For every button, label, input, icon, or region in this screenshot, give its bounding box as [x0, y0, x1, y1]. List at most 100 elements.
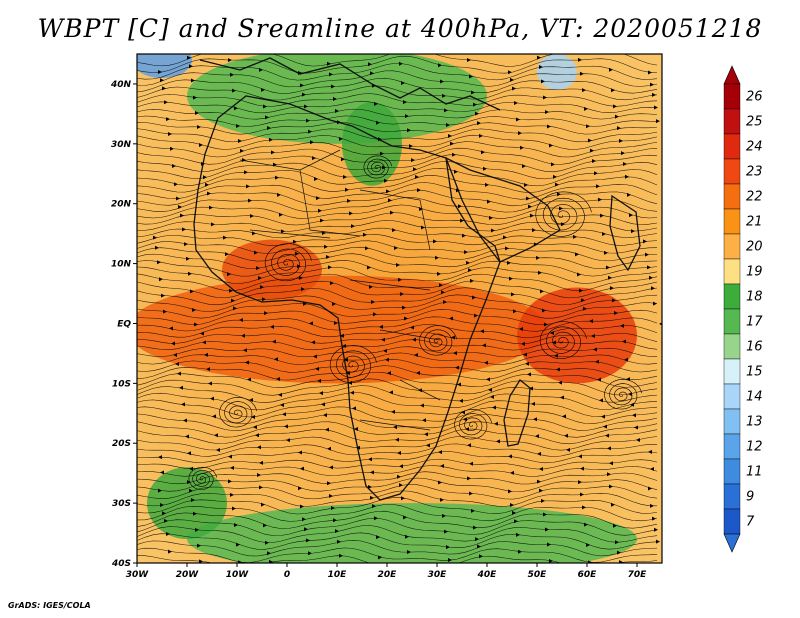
streamline-arrow: [521, 341, 525, 346]
streamline-arrow: [534, 242, 538, 247]
streamline-arrow: [410, 325, 414, 330]
streamline-arrow: [577, 272, 581, 277]
streamline-arrow: [298, 70, 302, 75]
streamline-arrow: [331, 506, 335, 511]
streamline-arrow: [508, 489, 512, 494]
streamline-arrow: [335, 529, 339, 534]
streamline-arrow: [168, 131, 172, 136]
streamline-arrow: [368, 485, 372, 490]
streamline-arrow: [199, 143, 203, 148]
streamline-arrow: [155, 245, 159, 250]
streamline-arrow: [211, 222, 215, 227]
streamline-arrow: [351, 224, 355, 229]
streamline-arrow: [160, 78, 164, 83]
streamline-arrow: [374, 101, 378, 106]
streamline-arrow: [388, 198, 392, 203]
streamline-arrow: [403, 515, 407, 520]
streamline-arrow: [607, 472, 611, 477]
streamline-arrow: [369, 284, 373, 289]
streamline-arrow: [512, 86, 516, 91]
streamline-arrow: [392, 228, 396, 233]
streamline-arrow: [609, 461, 613, 466]
streamline-arrow: [455, 365, 459, 370]
circulation-centers: [188, 155, 642, 490]
streamline: [137, 134, 658, 150]
streamline-arrow: [264, 311, 268, 316]
streamline-arrow: [539, 467, 543, 472]
streamline-arrow: [327, 446, 331, 451]
streamline-arrow: [189, 64, 193, 69]
colorbar-swatch: [723, 333, 741, 360]
streamline-arrow: [298, 486, 302, 491]
colorbar-swatch: [723, 233, 741, 260]
streamline: [137, 189, 658, 207]
streamline-arrow: [547, 542, 551, 547]
streamline-arrow: [613, 523, 617, 528]
streamline-arrow: [617, 550, 621, 555]
streamline-arrow: [192, 307, 196, 312]
streamline-arrow: [527, 372, 531, 377]
streamline-arrow: [263, 523, 267, 528]
colorbar-swatch: [723, 433, 741, 460]
streamline-arrow: [278, 392, 282, 397]
streamline-arrow: [229, 288, 233, 293]
streamline-arrow: [462, 233, 466, 238]
streamline: [137, 108, 658, 120]
streamline-arrow: [477, 544, 481, 549]
lat-tick-label: 40S: [111, 559, 131, 569]
streamline-arrow: [298, 450, 302, 455]
streamline-arrow: [421, 225, 425, 230]
streamline-arrow: [372, 83, 376, 88]
colorbar-swatch: [723, 458, 741, 485]
streamline-arrow: [609, 484, 613, 489]
streamline: [137, 168, 658, 187]
streamline-arrow: [422, 418, 426, 423]
streamline-arrow: [545, 527, 549, 532]
vortex: [329, 345, 377, 383]
streamline-arrow: [178, 205, 182, 210]
streamline-arrow: [206, 367, 210, 372]
streamline-arrow: [168, 549, 172, 554]
streamline-arrow: [590, 148, 594, 153]
streamline-arrow: [629, 213, 633, 218]
streamline-arrow: [401, 81, 405, 86]
streamline-arrow: [322, 230, 326, 235]
streamline-arrow: [607, 49, 611, 53]
streamline-arrow: [620, 323, 624, 328]
streamline-arrow: [312, 156, 316, 161]
streamline-arrow: [329, 465, 333, 470]
streamline-arrow: [631, 229, 635, 234]
streamline-arrow: [160, 503, 164, 508]
streamline-arrow: [267, 551, 271, 556]
streamline-arrow: [537, 479, 541, 484]
streamline-arrow: [419, 206, 423, 211]
streamline: [137, 525, 658, 543]
streamline-arrow: [508, 70, 512, 75]
streamline-arrow: [166, 117, 170, 122]
streamline-arrow: [416, 370, 420, 375]
streamline-arrow: [477, 121, 481, 126]
streamline-arrow: [164, 518, 168, 523]
streamline-arrow: [566, 447, 570, 452]
colorbar-label: 7: [746, 515, 755, 530]
streamline-arrow: [344, 357, 348, 362]
plot-area: [137, 49, 662, 563]
streamline-arrow: [593, 347, 597, 352]
streamline-arrow: [490, 394, 494, 399]
streamline-arrow: [328, 265, 332, 270]
colorbar-swatch: [723, 383, 741, 410]
colorbar-swatch: [723, 258, 741, 285]
colorbar: 26 25 24 23 22 21 20 19 18 17 16 15 14 13 12 11 9 7: [723, 65, 763, 553]
streamline-arrow: [460, 218, 464, 223]
streamline-arrow: [611, 88, 615, 93]
streamline: [137, 63, 658, 81]
streamline-arrow: [456, 188, 460, 193]
streamline-arrow: [623, 161, 627, 166]
streamline-arrow: [579, 288, 583, 293]
streamline-arrow: [411, 158, 415, 163]
streamline-arrow: [306, 538, 310, 543]
streamline-arrow: [588, 560, 592, 563]
streamline-arrow: [613, 104, 617, 109]
streamline-arrow: [239, 318, 243, 323]
streamline: [137, 547, 658, 563]
